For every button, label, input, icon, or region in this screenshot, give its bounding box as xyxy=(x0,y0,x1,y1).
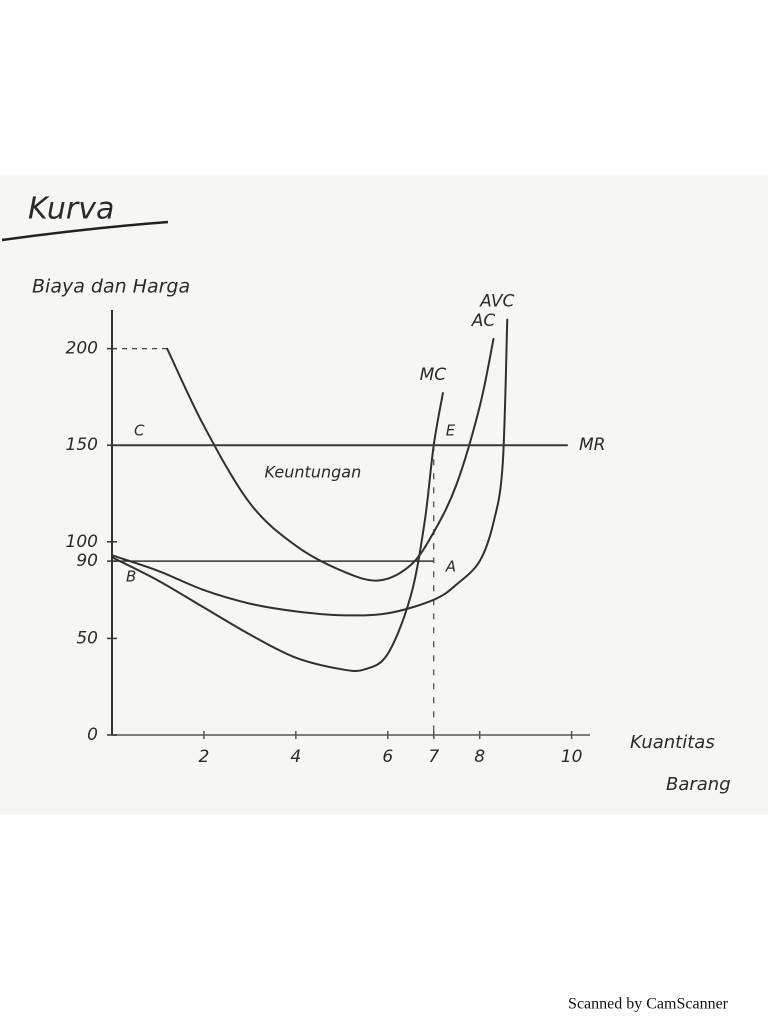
point-label: B xyxy=(126,568,136,586)
annotation: Keuntungan xyxy=(265,463,362,482)
line-series xyxy=(111,392,444,673)
y-tick-label: 100 xyxy=(66,532,98,552)
line-series xyxy=(166,337,495,582)
x-tick-label: 6 xyxy=(382,747,393,767)
series-label: AC xyxy=(471,311,496,331)
series-label: AVC xyxy=(479,292,514,312)
y-tick-label: 90 xyxy=(76,551,98,571)
series-label: MR xyxy=(579,435,605,455)
line-series xyxy=(111,318,509,617)
x-tick-label: 8 xyxy=(474,747,485,767)
point-label: E xyxy=(446,422,456,440)
y-tick-label: 50 xyxy=(76,628,98,648)
x-axis-label: Barang xyxy=(666,774,731,795)
y-axis-label: Biaya dan Harga xyxy=(32,276,190,298)
x-axis-label: Kuantitas xyxy=(630,732,715,753)
x-tick-label: 4 xyxy=(290,747,301,767)
y-tick-label: 150 xyxy=(66,435,98,455)
x-tick-label: 2 xyxy=(199,747,210,767)
point-label: C xyxy=(134,422,145,440)
y-tick-label: 0 xyxy=(87,725,98,745)
title-underline xyxy=(1,220,169,242)
y-tick-label: 200 xyxy=(66,339,98,359)
chart-title: Kurva xyxy=(28,192,114,227)
x-tick-label: 7 xyxy=(428,747,439,767)
point-label: A xyxy=(445,558,456,576)
series-label: MC xyxy=(420,365,447,385)
footer: Scanned by CamScanner xyxy=(568,996,729,1013)
paper xyxy=(0,175,768,815)
x-tick-label: 10 xyxy=(561,747,583,767)
